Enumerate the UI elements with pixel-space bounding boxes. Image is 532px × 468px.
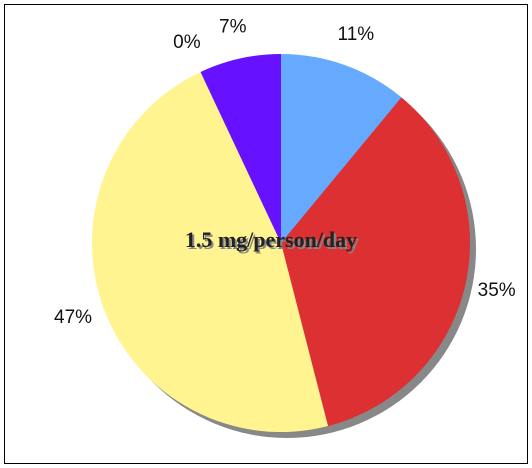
slice <box>91 71 329 433</box>
annotation-shadow: 1.5 mg/person/day <box>187 229 359 254</box>
slice-label: 35% <box>478 280 516 301</box>
slice-label: 7% <box>219 16 247 37</box>
slice-label: 11% <box>338 24 375 45</box>
slice <box>281 97 470 427</box>
slice <box>200 54 281 243</box>
slice <box>281 54 402 243</box>
annotation: 1.5 mg/person/day <box>185 227 357 252</box>
slice-label: 47% <box>54 307 92 328</box>
slice-label: 0% <box>173 32 201 53</box>
